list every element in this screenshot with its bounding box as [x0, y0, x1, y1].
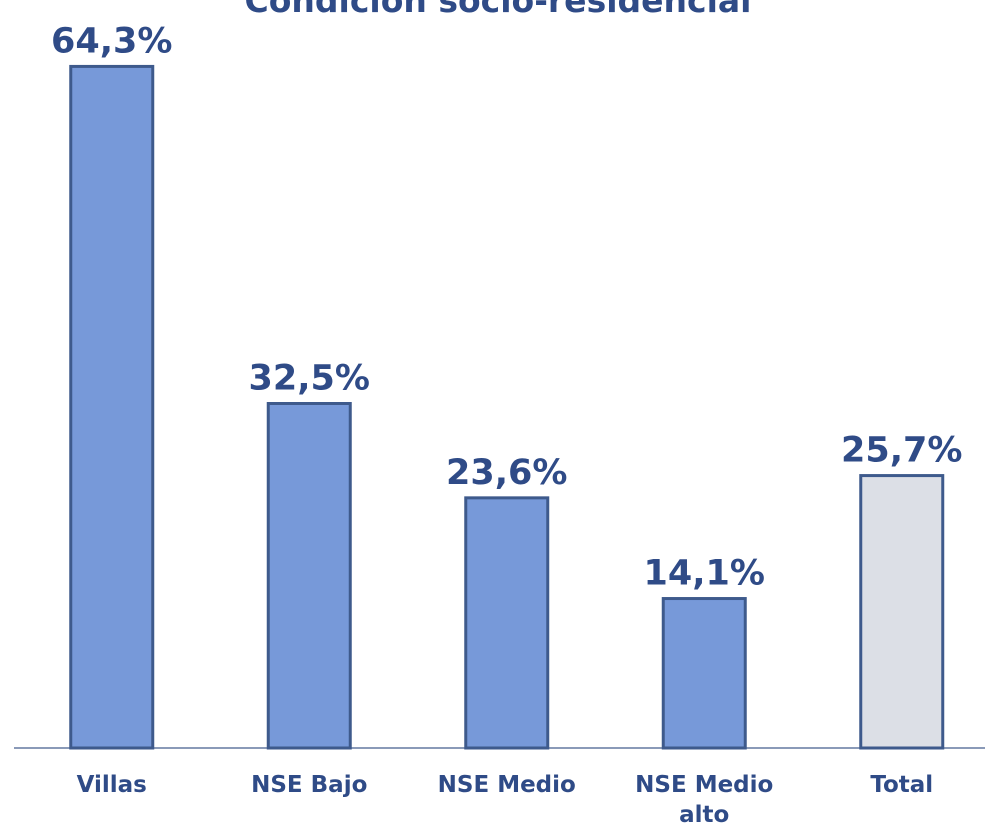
x-tick-label: Total [870, 772, 934, 798]
x-tick-label: NSE Medio [437, 772, 576, 798]
bar [859, 474, 945, 750]
x-tick-label: Villas [76, 772, 147, 798]
x-tick-label: NSE Medio alto [635, 772, 774, 828]
x-tick-label: NSE Bajo [251, 772, 368, 798]
bar [69, 64, 155, 750]
bar [266, 402, 352, 750]
value-label: 14,1% [644, 554, 765, 594]
value-label: 32,5% [249, 359, 370, 399]
bar [464, 496, 550, 750]
value-label: 23,6% [446, 453, 567, 493]
value-label: 25,7% [841, 431, 962, 471]
chart-title: Condición socio-residencial [245, 0, 752, 20]
value-label: 64,3% [51, 21, 172, 61]
bar [661, 597, 747, 750]
